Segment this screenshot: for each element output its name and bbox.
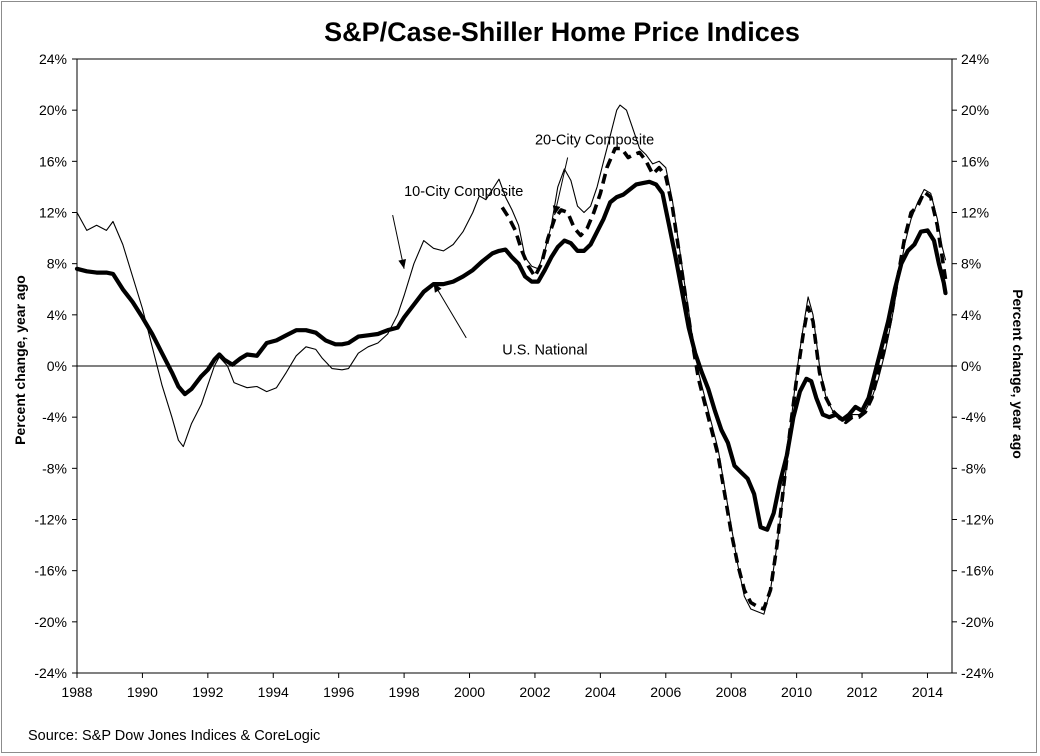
y-tick-label-left: 4%	[47, 307, 67, 323]
y-tick-label-right: 20%	[961, 102, 989, 118]
x-tick-label: 2008	[716, 684, 747, 700]
y-tick-label-left: 8%	[47, 256, 67, 272]
x-tick-label: 2000	[454, 684, 485, 700]
x-tick-label: 2014	[912, 684, 943, 700]
x-tick-label: 2006	[650, 684, 681, 700]
y-tick-label-right: -20%	[961, 614, 994, 630]
y-tick-label-left: -20%	[34, 614, 67, 630]
y-tick-label-left: 24%	[39, 51, 67, 67]
annotation-arrowhead-20-city-composite	[552, 205, 561, 216]
series-u-s-national-line	[74, 179, 948, 532]
series-10-city-composite-line	[76, 104, 947, 615]
y-tick-label-right: -24%	[961, 665, 994, 681]
x-axis: 1988 1990 1992 1994 1996 1998 2000 2002 2004 2006…	[61, 673, 943, 700]
y-tick-label-left: 12%	[39, 205, 67, 221]
x-tick-label: 1988	[61, 684, 92, 700]
annotation-u-s-national: U.S. National	[502, 342, 587, 358]
y-tick-label-left: -8%	[42, 460, 67, 476]
y-tick-label-left: -16%	[34, 563, 67, 579]
x-tick-label: 1998	[389, 684, 420, 700]
annotation-leader-20-city-composite	[554, 157, 569, 216]
y-tick-label-right: 24%	[961, 51, 989, 67]
y-tick-label-right: 12%	[961, 205, 989, 221]
chart-title: S&P/Case-Shiller Home Price Indices	[324, 17, 800, 47]
annotation-10-city-composite: 10-City Composite	[404, 184, 523, 200]
series-layer	[74, 104, 948, 615]
annotation-leader-u-s-national	[433, 282, 467, 339]
x-tick-label: 1994	[258, 684, 289, 700]
y-tick-label-left: 20%	[39, 102, 67, 118]
y-axis-label-right: Percent change, year ago	[1010, 289, 1026, 459]
annotation-layer: 10-City Composite 20-City Composite U.S. N…	[392, 133, 654, 358]
y-tick-label-left: -24%	[34, 665, 67, 681]
y-tick-label-left: -12%	[34, 512, 67, 528]
x-tick-label: 1992	[192, 684, 223, 700]
series-20-city-composite-line	[500, 146, 948, 611]
y-tick-label-right: 8%	[961, 256, 981, 272]
y-tick-label-right: -12%	[961, 512, 994, 528]
x-tick-label: 2002	[519, 684, 550, 700]
y-tick-label-left: -4%	[42, 409, 67, 425]
y-axis-right: -24% -20% -16% -12% -8% -4% 0% 4% 8% 12% 16% 20% 24%	[952, 51, 994, 681]
x-tick-label: 1990	[127, 684, 158, 700]
y-axis-label-left: Percent change, year ago	[12, 275, 28, 445]
y-axis-left: -24% -20% -16% -12% -8% -4% 0% 4% 8% 12% 16% 20% 24%	[34, 51, 77, 681]
y-tick-label-right: -16%	[961, 563, 994, 579]
annotation-arrowhead-10-city-composite	[398, 259, 406, 269]
annotation-arrowhead-u-s-national	[433, 282, 442, 293]
y-tick-label-right: 0%	[961, 358, 981, 374]
y-tick-label-left: 16%	[39, 153, 67, 169]
x-tick-label: 1996	[323, 684, 354, 700]
y-tick-label-left: 0%	[47, 358, 67, 374]
source-note: Source: S&P Dow Jones Indices & CoreLogi…	[28, 728, 320, 744]
annotation-20-city-composite: 20-City Composite	[535, 133, 654, 149]
x-tick-label: 2004	[585, 684, 616, 700]
x-tick-label: 2012	[846, 684, 877, 700]
y-tick-label-right: -8%	[961, 460, 986, 476]
y-tick-label-right: 16%	[961, 153, 989, 169]
y-tick-label-right: -4%	[961, 409, 986, 425]
y-tick-label-right: 4%	[961, 307, 981, 323]
x-tick-label: 2010	[781, 684, 812, 700]
